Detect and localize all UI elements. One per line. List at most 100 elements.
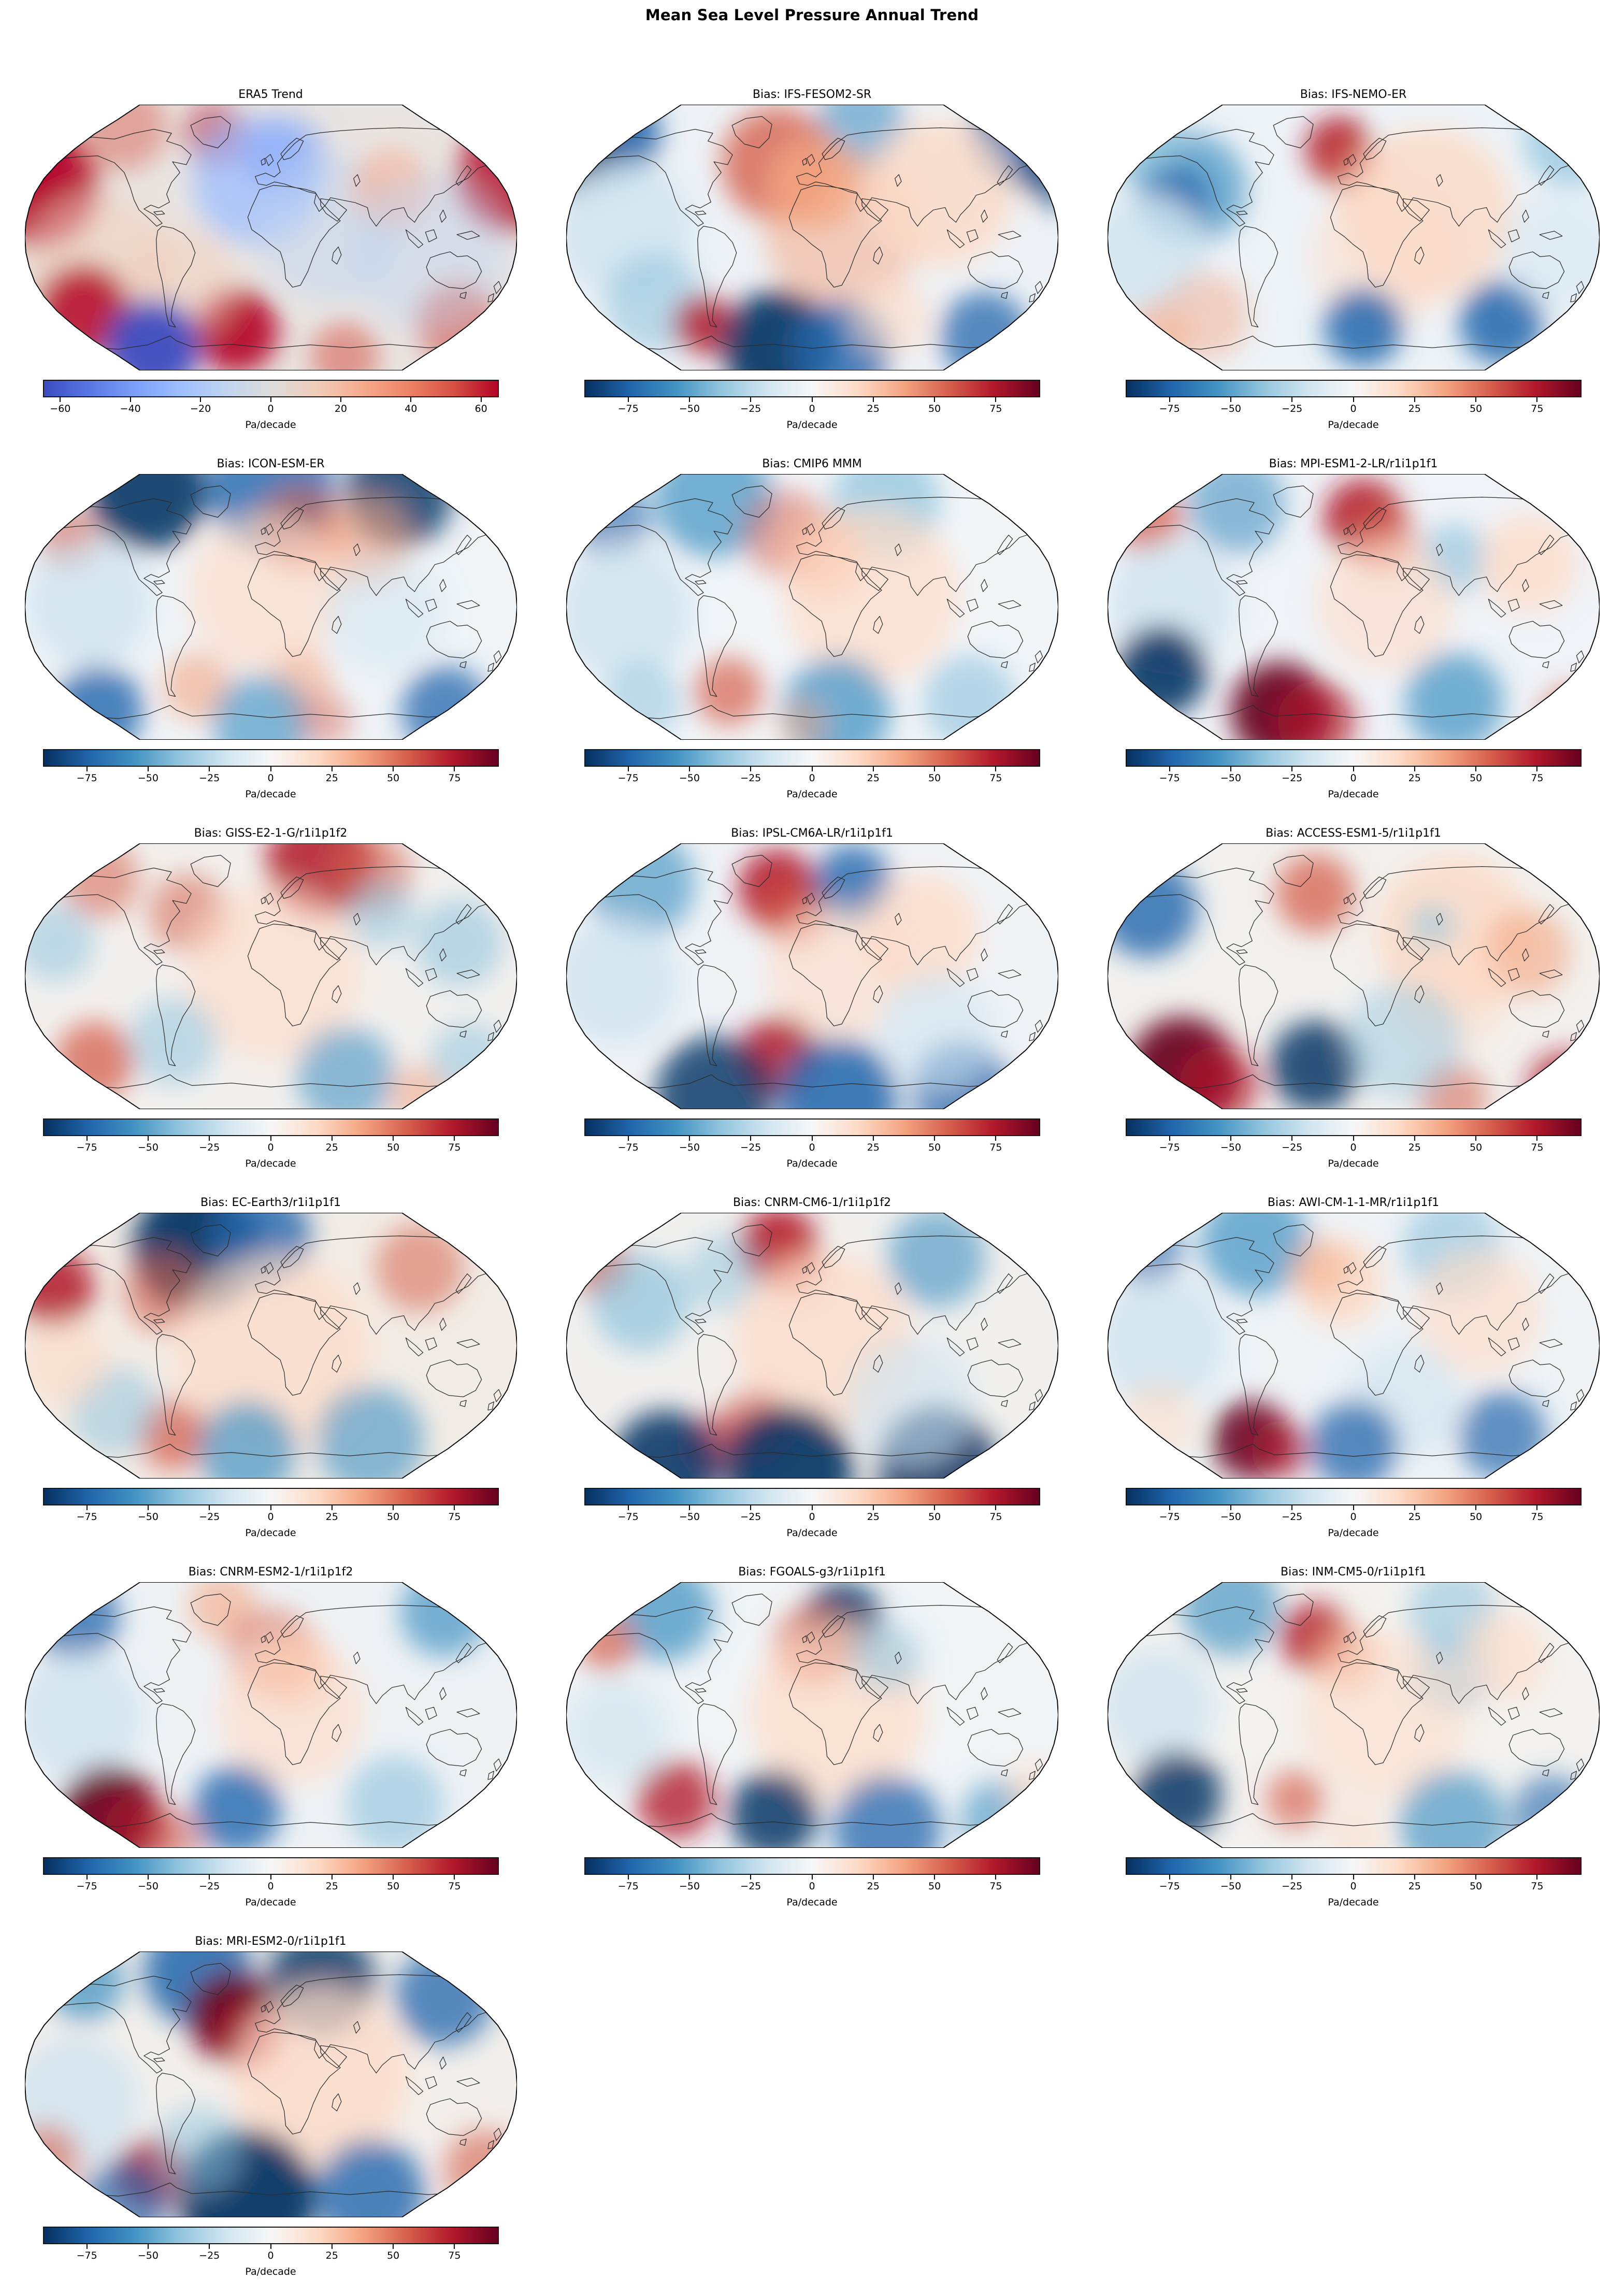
coastlines-layer <box>32 855 510 1109</box>
tick-label: 50 <box>928 772 941 784</box>
tick-mark <box>934 767 936 771</box>
tick-label: 75 <box>1531 1511 1544 1523</box>
colorbar-tick: 50 <box>1470 767 1482 784</box>
colorbar-tick: 50 <box>1470 397 1482 414</box>
tick-mark <box>331 1505 333 1510</box>
tick-mark <box>1475 397 1477 402</box>
tick-mark <box>209 1875 210 1880</box>
colorbar-tick: 0 <box>267 2244 274 2261</box>
colorbar-tick: −75 <box>77 767 97 784</box>
tick-label: 75 <box>989 1511 1002 1523</box>
coastlines-layer <box>32 1594 510 1848</box>
colorbar-tick: 25 <box>867 1136 880 1153</box>
colorbar-tick: 60 <box>475 397 487 414</box>
tick-mark <box>1169 397 1170 402</box>
colorbar-tick: 25 <box>326 1875 338 1892</box>
colorbar-tick: 75 <box>1531 1136 1543 1153</box>
tick-label: 25 <box>1408 1511 1421 1523</box>
tick-label: 50 <box>386 2250 400 2261</box>
colorbar-unit-label: Pa/decade <box>245 2266 296 2277</box>
tick-mark <box>1536 1136 1538 1141</box>
map-frame <box>566 105 1058 370</box>
tick-mark <box>340 397 341 402</box>
tick-mark <box>86 1136 88 1141</box>
tick-mark <box>995 397 997 402</box>
tick-label: 50 <box>1469 1881 1483 1892</box>
map-frame <box>566 843 1058 1109</box>
tick-mark <box>209 767 210 771</box>
colorbar: −60 −40 −20 0 20 40 60 Pa/decade <box>42 380 499 431</box>
coastlines-layer <box>1114 116 1592 370</box>
tick-mark <box>1475 1136 1477 1141</box>
colorbar-ticks: −60 −40 −20 0 20 40 60 <box>43 397 499 419</box>
colorbar-tick: −25 <box>1282 1136 1302 1153</box>
map-frame <box>24 1952 517 2217</box>
tick-mark <box>209 1505 210 1510</box>
tick-label: −25 <box>740 403 761 414</box>
tick-mark <box>688 1136 690 1141</box>
colorbar-unit-label: Pa/decade <box>245 788 296 800</box>
tick-label: 75 <box>989 772 1002 784</box>
world-map <box>1107 843 1600 1109</box>
tick-mark <box>410 397 412 402</box>
tick-mark <box>147 767 149 771</box>
tick-label: 50 <box>928 1142 941 1153</box>
colorbar-tick: −25 <box>199 1136 220 1153</box>
panel-title: Bias: INM-CM5-0/r1i1p1f1 <box>1281 1566 1426 1579</box>
tick-mark <box>480 397 482 402</box>
colorbar-tick: 25 <box>867 767 880 784</box>
tick-mark <box>86 1505 88 1510</box>
colorbar-gradient <box>1125 1118 1582 1136</box>
colorbar-tick: −25 <box>740 397 761 414</box>
map-frame <box>1107 105 1600 370</box>
world-map <box>566 843 1058 1109</box>
colorbar-tick: 50 <box>928 767 941 784</box>
map-frame <box>24 1213 517 1479</box>
tick-mark <box>627 1136 629 1141</box>
robinson-map <box>24 843 517 1109</box>
colorbar-tick: −50 <box>138 1136 159 1153</box>
tick-mark <box>1475 767 1477 771</box>
tick-mark <box>934 1875 936 1880</box>
tick-mark <box>147 1505 149 1510</box>
tick-label: 0 <box>267 403 274 414</box>
tick-label: −75 <box>76 772 97 784</box>
colorbar-tick: −50 <box>679 1505 700 1523</box>
tick-mark <box>811 397 813 402</box>
robinson-map <box>1107 1213 1600 1479</box>
tick-label: −25 <box>740 772 761 784</box>
colorbar-gradient <box>584 1118 1040 1136</box>
colorbar-tick: 0 <box>1350 1505 1357 1523</box>
tick-label: −25 <box>740 1881 761 1892</box>
colorbar-tick: −40 <box>120 397 141 414</box>
panel-title: Bias: CMIP6 MMM <box>762 457 862 470</box>
colorbar-ticks: −75 −50 −25 0 25 50 75 <box>1126 1875 1582 1897</box>
map-panel: Bias: IFS-FESOM2-SR −75 −50 −25 0 25 50 75 Pa/… <box>541 87 1083 431</box>
tick-label: −75 <box>1159 1142 1180 1153</box>
tick-mark <box>393 1875 394 1880</box>
tick-mark <box>1353 767 1354 771</box>
colorbar-tick: 75 <box>989 397 1002 414</box>
colorbar-tick: −25 <box>199 1875 220 1892</box>
tick-mark <box>147 1136 149 1141</box>
map-panel: Bias: ICON-ESM-ER −75 −50 −25 0 25 50 75 Pa/de… <box>0 456 541 800</box>
tick-mark <box>872 1136 874 1141</box>
tick-mark <box>454 767 455 771</box>
colorbar: −75 −50 −25 0 25 50 75 Pa/decade <box>1125 1857 1582 1908</box>
figure-title: Mean Sea Level Pressure Annual Trend <box>645 6 979 24</box>
colorbar-tick: 50 <box>1470 1875 1482 1892</box>
colorbar-tick: −50 <box>1220 1136 1241 1153</box>
robinson-map <box>1107 474 1600 740</box>
colorbar-unit-label: Pa/decade <box>1328 1897 1379 1908</box>
colorbar-ticks: −75 −50 −25 0 25 50 75 <box>43 1505 499 1527</box>
colorbar-tick: 0 <box>809 397 815 414</box>
tick-label: −75 <box>1159 1881 1180 1892</box>
colorbar-gradient <box>42 1488 499 1505</box>
colorbar-tick: 0 <box>267 397 274 414</box>
tick-label: 25 <box>1408 772 1421 784</box>
tick-label: −25 <box>1282 1142 1303 1153</box>
tick-mark <box>1291 1875 1293 1880</box>
colorbar-tick: −75 <box>77 2244 97 2261</box>
colorbar: −75 −50 −25 0 25 50 75 Pa/decade <box>584 1118 1040 1169</box>
